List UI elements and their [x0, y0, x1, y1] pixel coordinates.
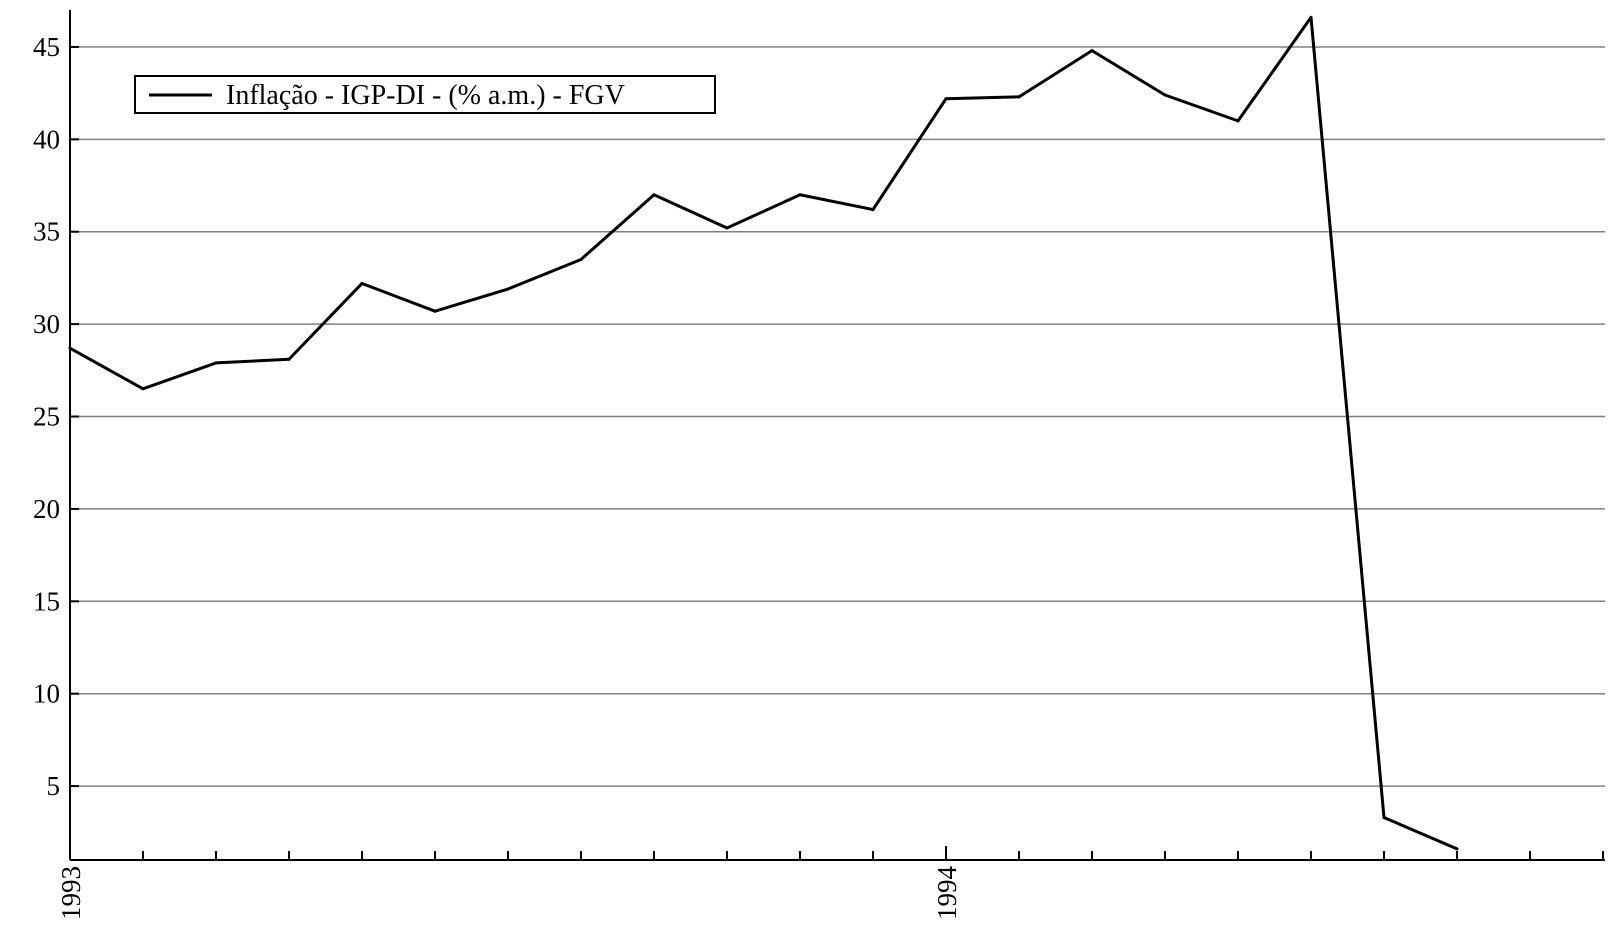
data-point-1994-05	[1236, 119, 1240, 123]
y-tick-label-30: 30	[33, 309, 60, 339]
y-tick-label-45: 45	[33, 32, 60, 62]
data-point-1993-08	[579, 257, 583, 261]
legend-label: Inflação - IGP-DI - (% a.m.) - FGV	[226, 80, 625, 111]
data-point-1993-11	[798, 193, 802, 197]
series-group	[68, 15, 1459, 851]
data-point-1993-02	[141, 387, 145, 391]
grid-lines	[70, 46, 1605, 787]
data-point-1993-05	[360, 281, 364, 285]
data-point-1994-06	[1309, 15, 1313, 19]
data-point-1994-08	[1455, 847, 1459, 851]
data-point-1994-03	[1090, 49, 1094, 53]
y-tick-label-25: 25	[33, 402, 60, 432]
y-tick-label-15: 15	[33, 586, 60, 616]
y-tick-label-40: 40	[33, 124, 60, 154]
data-point-1993-03	[214, 361, 218, 365]
data-point-1993-10	[725, 226, 729, 230]
x-axis-ticks: 1993 1994	[56, 846, 1604, 921]
series-line	[69, 15, 1458, 851]
y-tick-label-5: 5	[47, 771, 61, 801]
data-point-1994-04	[1163, 93, 1167, 97]
data-point-1993-06	[433, 309, 437, 313]
data-point-1993-04	[287, 357, 291, 361]
data-point-1993-09	[652, 193, 656, 197]
data-point-1993-01	[68, 346, 72, 350]
data-point-1994-02	[1017, 95, 1021, 99]
x-tick-label-1993: 1993	[56, 866, 86, 920]
y-tick-label-20: 20	[33, 494, 60, 524]
data-point-1994-01	[944, 97, 948, 101]
y-tick-label-10: 10	[33, 679, 60, 709]
y-axis-ticks: 5 10 15 20 25 30 35 40 45	[33, 32, 79, 801]
data-point-1993-12	[871, 208, 875, 212]
axes	[69, 10, 1605, 861]
legend: Inflação - IGP-DI - (% a.m.) - FGV	[134, 75, 716, 114]
data-point-1993-07	[506, 287, 510, 291]
x-tick-label-1994: 1994	[932, 866, 962, 921]
data-point-1994-07	[1382, 816, 1386, 819]
legend-box	[134, 75, 716, 114]
y-tick-label-35: 35	[33, 217, 60, 247]
